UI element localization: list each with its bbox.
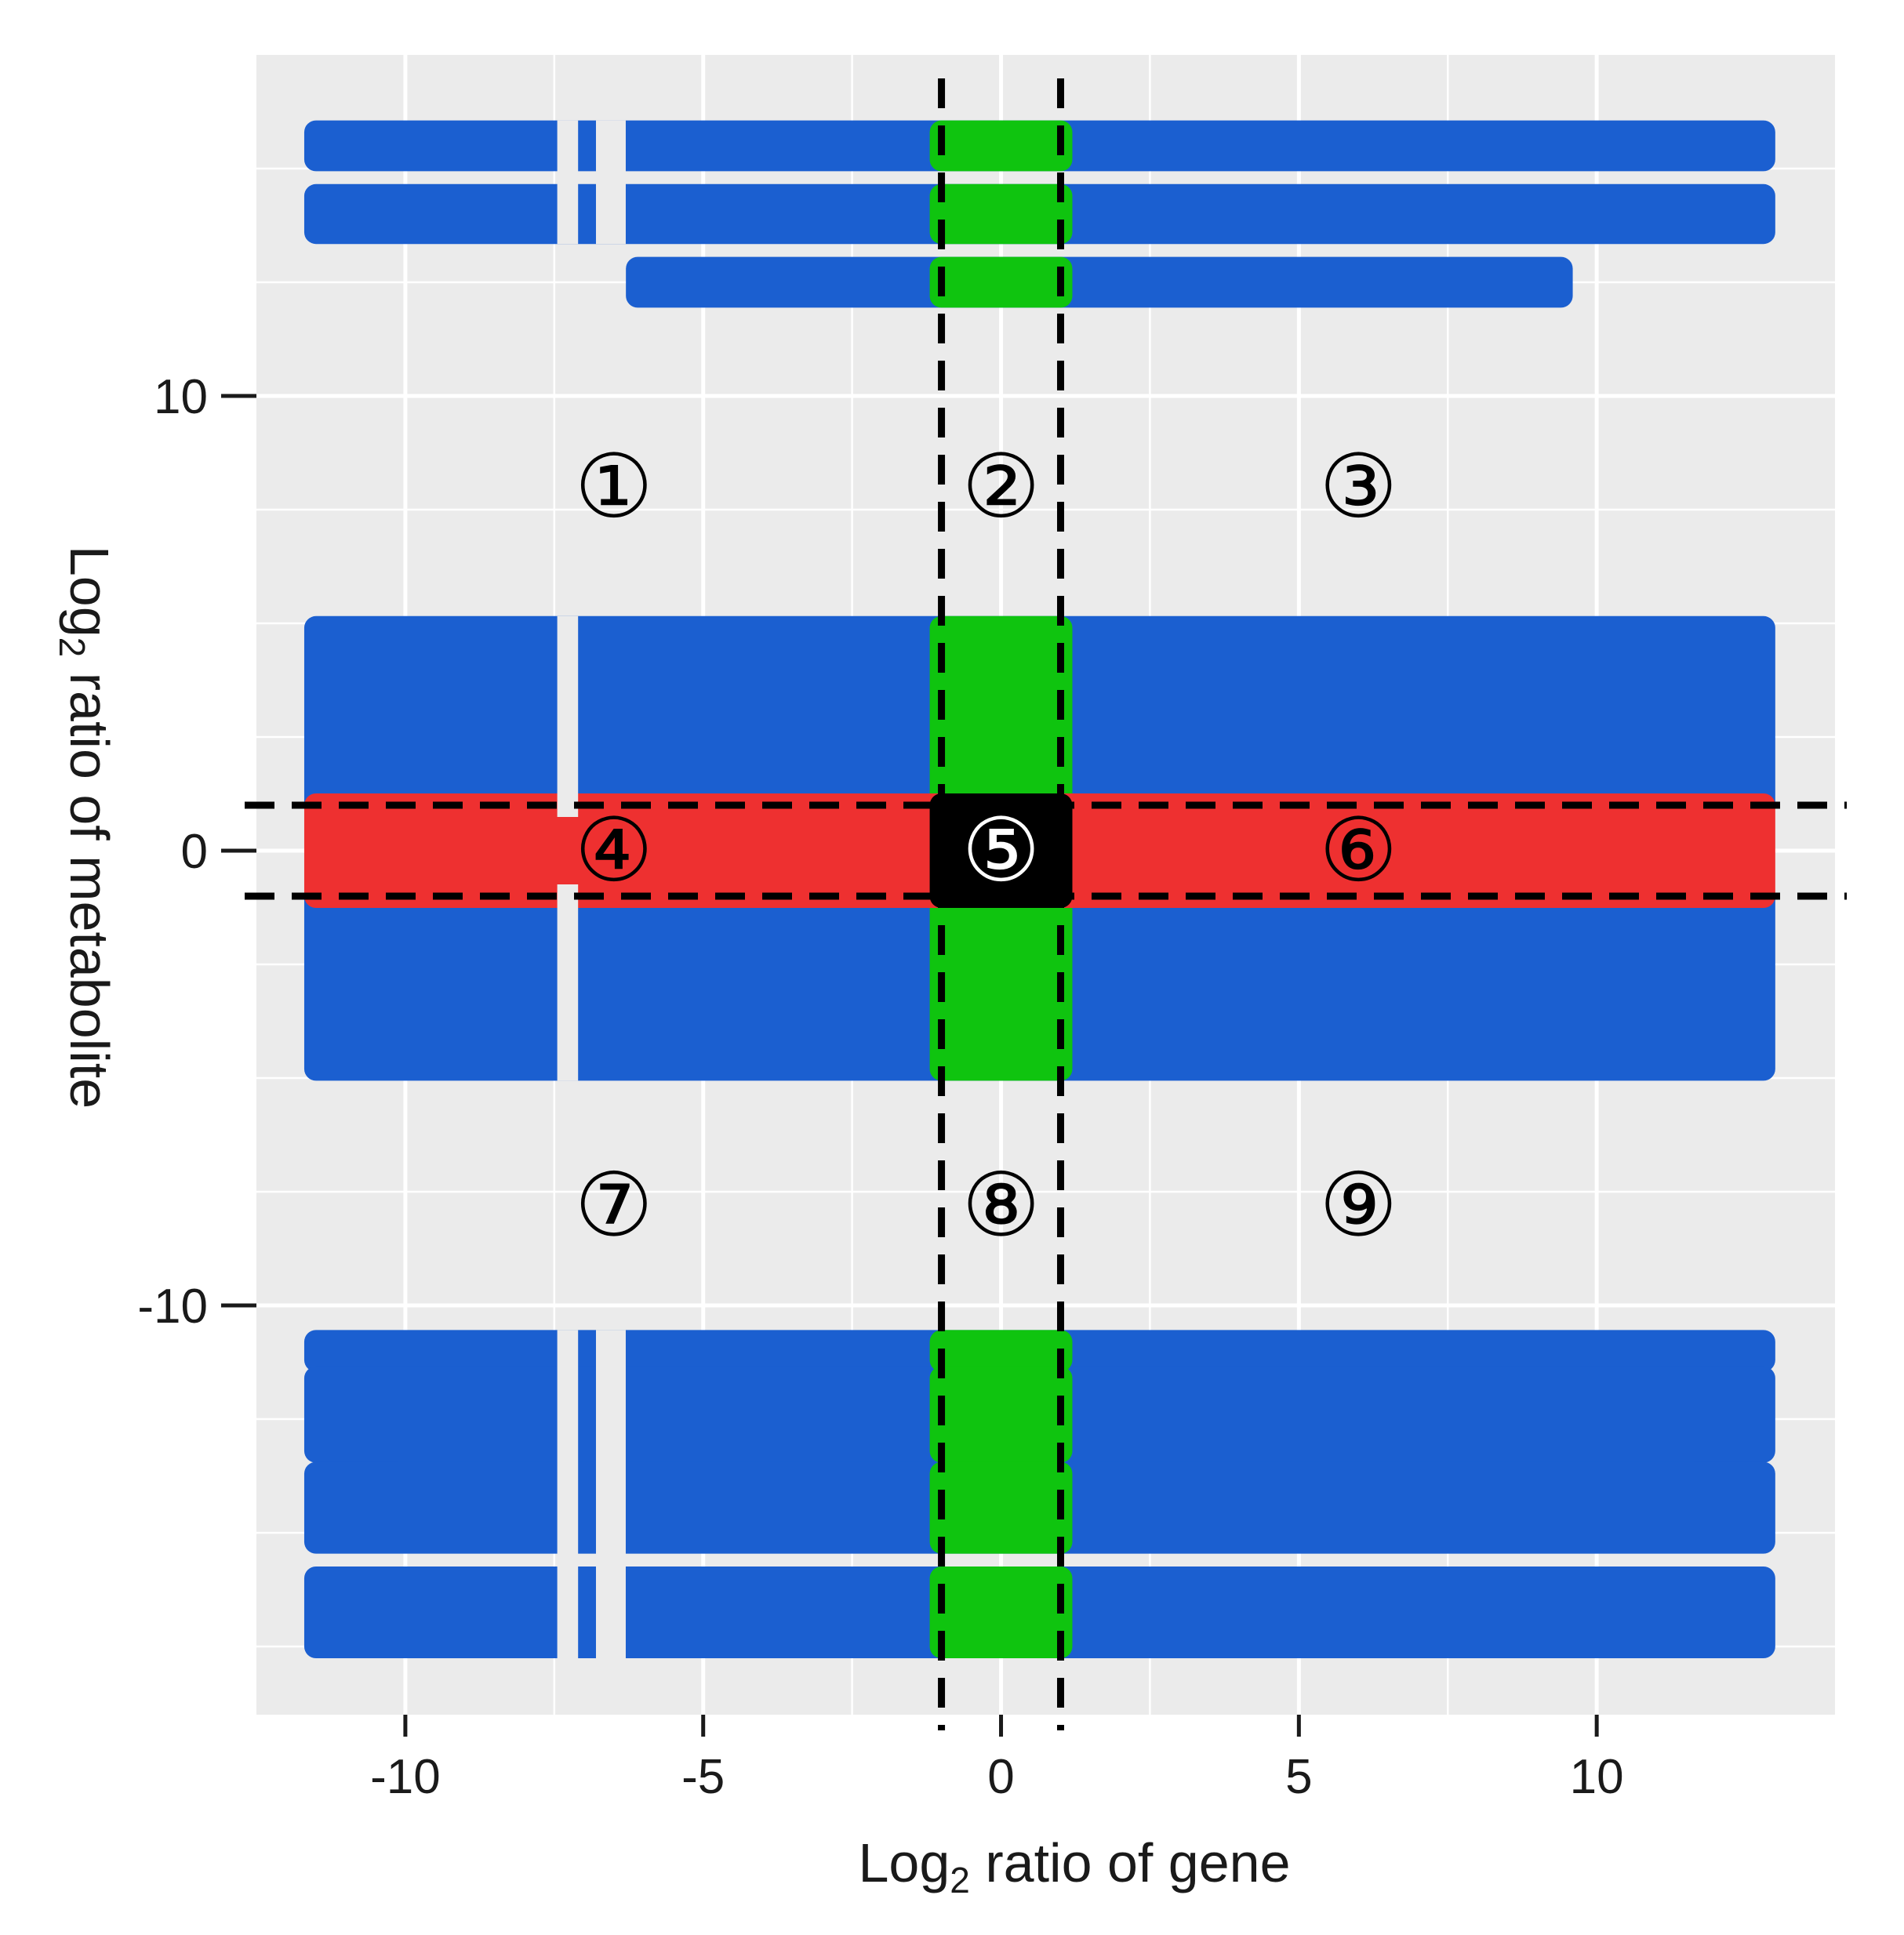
x-tick-label: 10 — [1570, 1750, 1624, 1804]
point-gap — [595, 1330, 626, 1658]
region-label: ⑨ — [1319, 1154, 1397, 1256]
point-gap — [595, 120, 626, 245]
x-tick-label: -5 — [681, 1750, 725, 1804]
axes: -10 -5 0 5 10 -10 0 10 — [137, 370, 1623, 1804]
x-tick-label: 5 — [1285, 1750, 1312, 1804]
region-label: ③ — [1319, 436, 1397, 538]
x-tick-label: -10 — [370, 1750, 441, 1804]
y-tick-label: 10 — [154, 370, 208, 424]
x-tick-label: 0 — [987, 1750, 1014, 1804]
point-gap — [557, 1330, 579, 1658]
region-label: ⑤ — [961, 800, 1040, 902]
point-band-black — [929, 793, 1073, 908]
region-labels: ① ② ③ ④ ⑤ ⑥ ⑦ ⑧ ⑨ — [575, 436, 1398, 1256]
y-tick-label: 0 — [181, 825, 208, 879]
point-band-green — [929, 1461, 1073, 1554]
point-band-green — [929, 1330, 1073, 1372]
point-band-green — [929, 256, 1073, 308]
y-tick-label: -10 — [137, 1280, 208, 1334]
y-axis-title: Log2 ratio of metabolite — [52, 546, 120, 1109]
point-band-green — [929, 884, 1073, 1081]
point-band-green — [929, 183, 1073, 245]
data-points — [303, 120, 1775, 1658]
point-gap — [557, 120, 579, 245]
point-band-green — [929, 1366, 1073, 1463]
threshold-lines — [245, 78, 1847, 1730]
region-label: ① — [575, 436, 653, 538]
point-gap — [557, 884, 579, 1081]
region-label: ⑦ — [575, 1154, 653, 1256]
point-band-green — [929, 615, 1073, 817]
region-label: ② — [961, 436, 1040, 538]
point-band-blue — [626, 256, 1573, 308]
point-band-green — [929, 1567, 1073, 1658]
point-gap — [557, 615, 579, 817]
region-label: ④ — [575, 800, 653, 902]
region-label: ⑧ — [961, 1154, 1040, 1256]
point-band-green — [929, 120, 1073, 172]
x-axis-title: Log2 ratio of gene — [858, 1832, 1290, 1901]
region-label: ⑥ — [1319, 800, 1397, 902]
point-band-red — [303, 793, 954, 908]
point-band-red — [1048, 793, 1775, 908]
